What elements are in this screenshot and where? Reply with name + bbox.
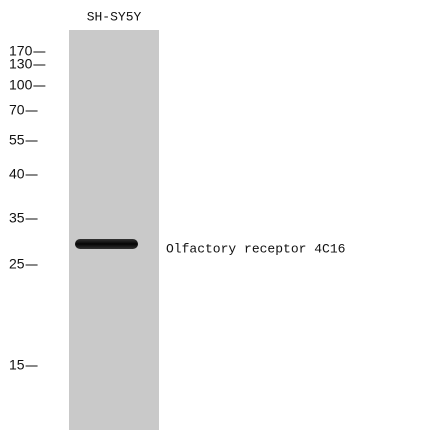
marker-label: 40 xyxy=(9,166,25,182)
band-label: Olfactory receptor 4C16 xyxy=(166,241,345,256)
blot: SH-SY5Y Olfactory receptor 4C16 17013010… xyxy=(0,0,445,430)
band xyxy=(75,239,138,249)
marker-label: 55 xyxy=(9,132,25,148)
marker-label: 25 xyxy=(9,256,25,272)
lane-label: SH-SY5Y xyxy=(87,9,142,24)
lane xyxy=(69,30,159,430)
marker-label: 130 xyxy=(9,56,33,72)
marker-label: 100 xyxy=(9,77,33,93)
marker-label: 15 xyxy=(9,357,25,373)
marker-label: 70 xyxy=(9,102,25,118)
marker-label: 35 xyxy=(9,210,25,226)
